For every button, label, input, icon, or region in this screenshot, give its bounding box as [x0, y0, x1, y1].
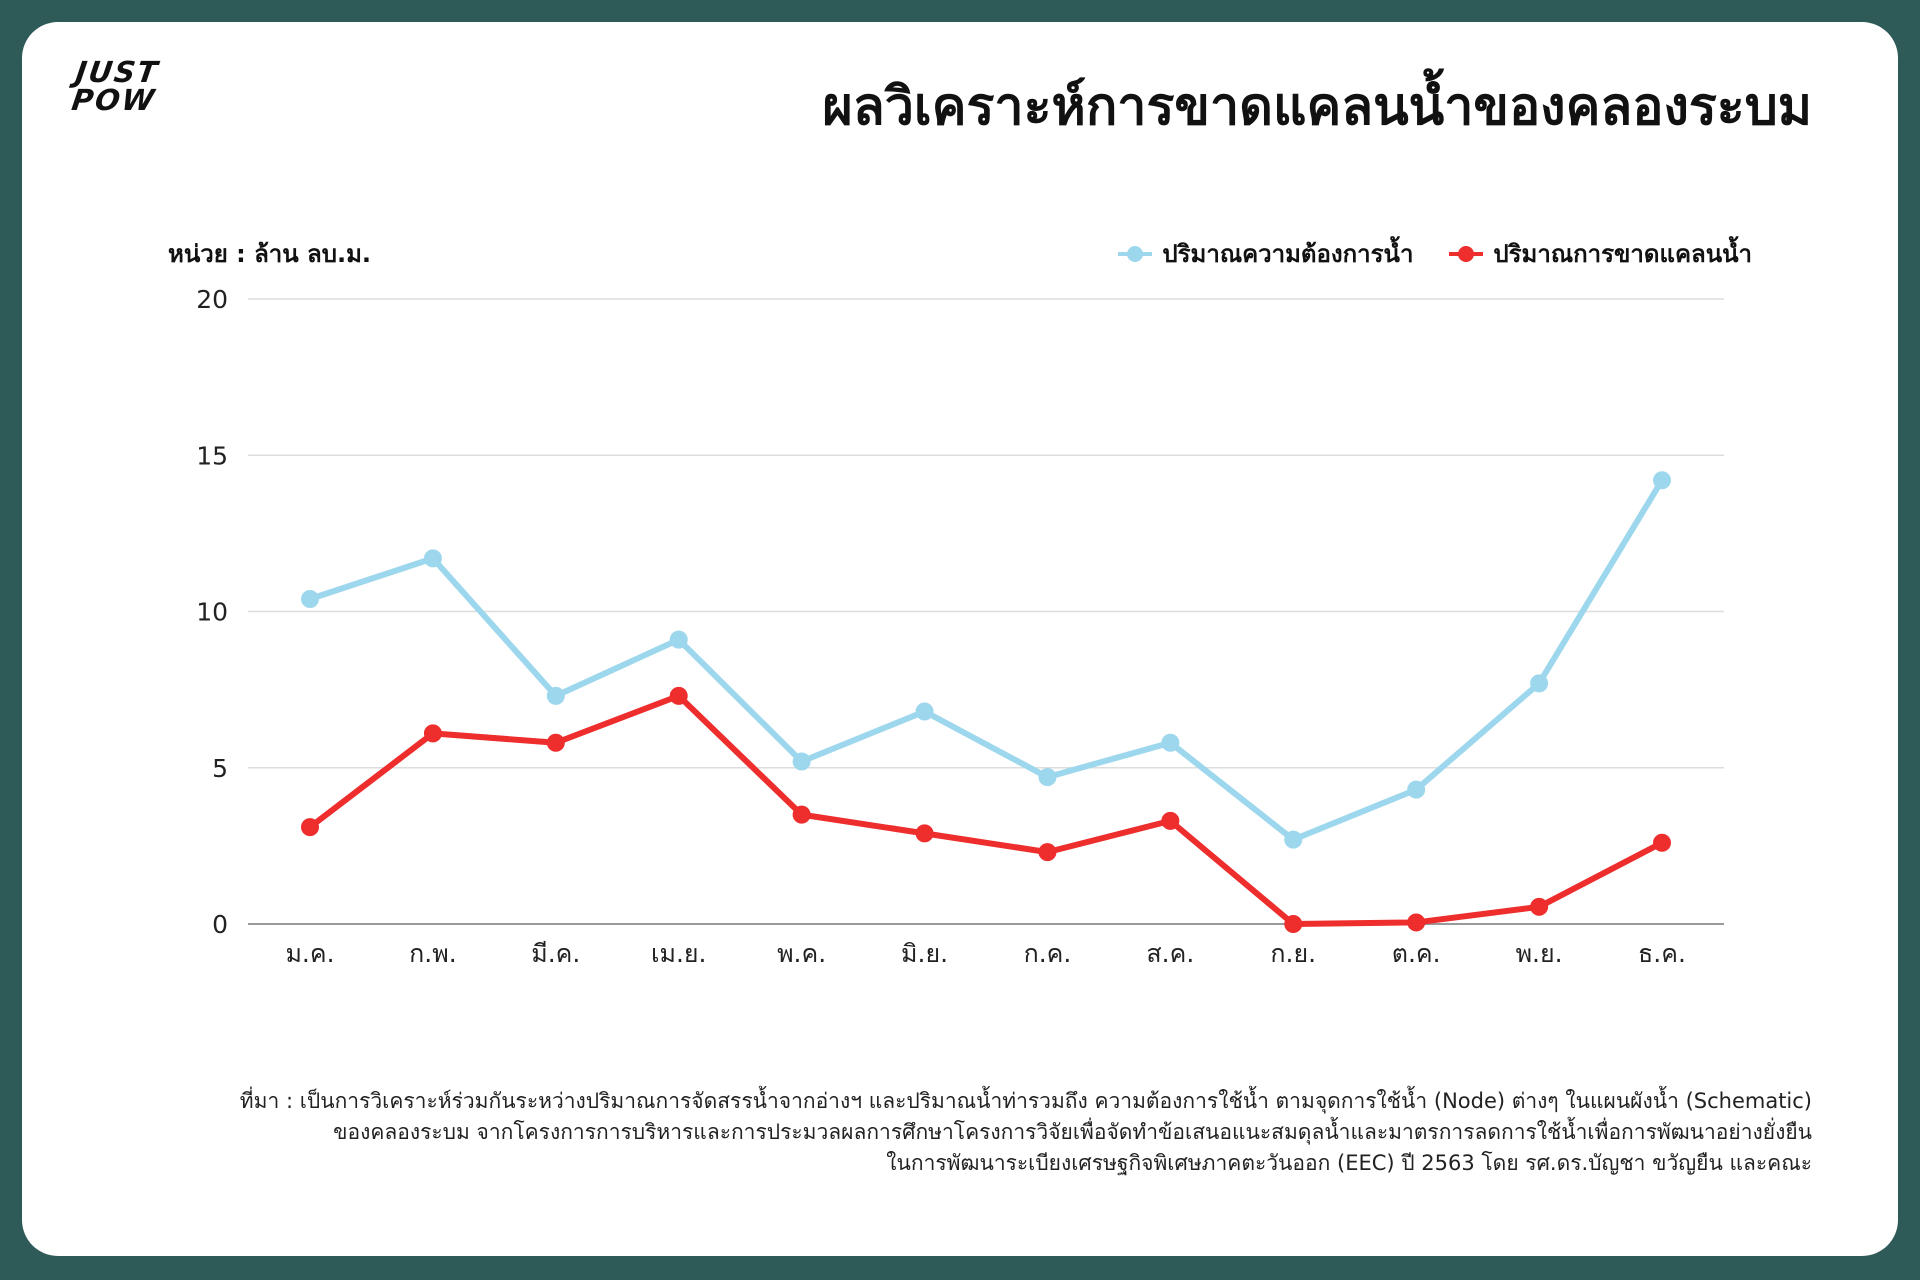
- data-point: [546, 733, 565, 752]
- x-tick-label: ม.ค.: [285, 939, 334, 968]
- y-tick-label: 5: [212, 754, 228, 783]
- data-point: [1161, 811, 1180, 830]
- source-line-1: ที่มา : เป็นการวิเคราะห์ร่วมกันระหว่างปร…: [239, 1089, 1812, 1113]
- legend-label-shortage: ปริมาณการขาดแคลนน้ำ: [1493, 240, 1752, 268]
- x-tick-label: ธ.ค.: [1638, 939, 1686, 968]
- legend-swatch-demand: [1118, 245, 1153, 262]
- y-tick-label: 15: [196, 441, 228, 470]
- data-point: [301, 818, 319, 837]
- data-point: [546, 686, 565, 705]
- x-tick-label: ต.ค.: [1392, 939, 1441, 968]
- data-point: [301, 590, 319, 608]
- data-point: [915, 824, 934, 843]
- x-tick-label: พ.ค.: [777, 939, 826, 968]
- data-point: [1407, 913, 1426, 932]
- series-line-1: [307, 477, 1665, 843]
- chart-card: [22, 22, 1898, 1256]
- data-point: [915, 702, 934, 721]
- source-note: ที่มา : เป็นการวิเคราะห์ร่วมกันระหว่างปร…: [132, 1086, 1812, 1179]
- data-point: [792, 805, 811, 824]
- data-point: [1530, 897, 1549, 916]
- data-point: [792, 752, 811, 771]
- data-point: [1038, 768, 1057, 787]
- y-tick-label: 0: [212, 910, 228, 939]
- x-tick-label: ก.ค.: [1024, 939, 1072, 968]
- source-line-2: ของคลองระบม จากโครงการการบริหารและการประ…: [333, 1120, 1812, 1144]
- data-point: [423, 549, 442, 568]
- x-tick-label: มี.ค.: [531, 939, 580, 968]
- data-point: [1653, 471, 1671, 490]
- legend-swatch-shortage: [1449, 245, 1484, 262]
- x-tick-label: เม.ย.: [651, 939, 707, 968]
- data-point: [1038, 843, 1057, 862]
- data-point: [669, 686, 688, 705]
- legend-item-shortage: ปริมาณการขาดแคลนน้ำ: [1449, 234, 1752, 273]
- x-tick-label: พ.ย.: [1516, 939, 1563, 968]
- x-tick-label: ส.ค.: [1146, 939, 1194, 968]
- data-point: [1284, 915, 1303, 933]
- data-point: [423, 724, 442, 743]
- x-tick-label: ก.พ.: [409, 939, 457, 968]
- data-point: [1530, 674, 1549, 693]
- x-tick-label: ก.ย.: [1270, 939, 1316, 968]
- x-tick-label: มิ.ย.: [901, 939, 948, 968]
- data-point: [1653, 833, 1671, 852]
- legend-label-demand: ปริมาณความต้องการน้ำ: [1162, 240, 1414, 268]
- legend: ปริมาณความต้องการน้ำ ปริมาณการขาดแคลนน้ำ: [1118, 234, 1752, 273]
- series-line-2: [307, 692, 1665, 927]
- data-point: [1161, 733, 1180, 752]
- data-point: [1407, 780, 1426, 799]
- unit-label: หน่วย : ล้าน ลบ.ม.: [168, 240, 372, 268]
- y-tick-label: 20: [196, 285, 228, 314]
- legend-item-demand: ปริมาณความต้องการน้ำ: [1118, 234, 1413, 273]
- source-line-3: ในการพัฒนาระเบียงเศรษฐกิจพิเศษภาคตะวันออ…: [886, 1151, 1812, 1175]
- chart-title: ผลวิเคราะห์การขาดแคลนน้ำของคลองระบม: [822, 77, 1812, 137]
- data-point: [1284, 830, 1303, 849]
- data-point: [669, 630, 688, 649]
- y-tick-label: 10: [196, 598, 228, 627]
